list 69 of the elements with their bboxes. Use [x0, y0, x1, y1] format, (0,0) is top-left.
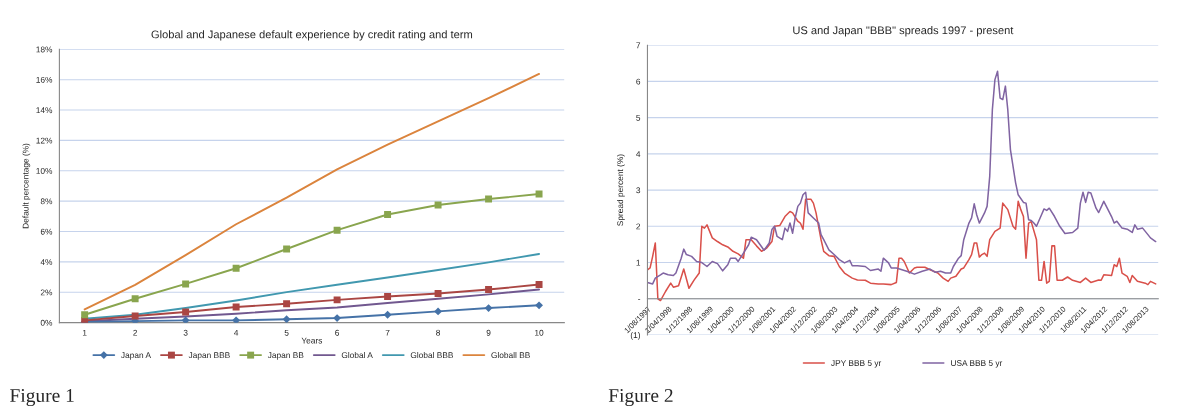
- point: [384, 293, 392, 300]
- point: [282, 315, 291, 323]
- y-tick-label: 8%: [40, 198, 53, 205]
- y-tick-label: 5: [636, 114, 641, 121]
- x-tick-label: 10: [535, 329, 544, 336]
- x-tick-label: 6: [335, 329, 340, 336]
- point: [383, 310, 392, 319]
- y-tick-label: 18%: [36, 46, 53, 53]
- y-tick-label: 10%: [36, 167, 53, 174]
- point: [232, 316, 241, 323]
- point: [181, 316, 190, 323]
- point: [333, 314, 342, 323]
- caption: Figure 1: [10, 389, 74, 407]
- y-tick-label: 14%: [36, 107, 53, 114]
- point: [485, 195, 493, 203]
- legend-label: Global BBB: [410, 352, 453, 359]
- point: [384, 211, 392, 218]
- x-tick-label: 4: [233, 329, 239, 336]
- y-tick-label: 16%: [36, 76, 53, 83]
- point: [333, 296, 341, 304]
- y-tick-label: 2: [636, 223, 641, 230]
- caption: Figure 2: [608, 389, 673, 407]
- x-tick-label: 9: [486, 329, 491, 336]
- legend-label: Globall BB: [491, 352, 530, 359]
- x-tick-label: 3: [183, 329, 188, 336]
- line-series: [647, 198, 1157, 302]
- y-axis-title: Default percentage (%): [22, 143, 31, 229]
- legend-label: Japan BB: [267, 352, 304, 360]
- legend-label: USA BBB 5 yr: [951, 360, 1003, 368]
- y-tick-label: 2%: [40, 289, 53, 296]
- x-tick-label: 2: [133, 329, 138, 336]
- x-tick-label: 7: [385, 329, 390, 336]
- legend-label: Japan A: [121, 352, 151, 360]
- point: [131, 295, 139, 303]
- y-tick-label: 4%: [40, 259, 53, 265]
- y-tick-label: (1): [630, 331, 640, 340]
- line-series: [647, 70, 1157, 285]
- x-tick-label: 5: [284, 329, 289, 336]
- y-tick-label: 6%: [40, 228, 53, 235]
- point: [535, 281, 543, 288]
- point: [333, 226, 341, 234]
- y-tick-label: 12%: [36, 137, 53, 144]
- point: [535, 301, 543, 310]
- y-tick-label: 1: [636, 259, 641, 266]
- chart-title: US and Japan "BBB" spreads 1997 - present: [793, 26, 1014, 37]
- point: [131, 312, 139, 320]
- y-axis-title: Spread percent (%): [617, 154, 625, 226]
- x-tick-label: 8: [436, 329, 441, 336]
- point: [232, 264, 240, 272]
- legend-label: Japan BBB: [188, 352, 230, 360]
- y-tick-label: -: [638, 299, 641, 300]
- point: [283, 300, 291, 308]
- point: [434, 307, 442, 316]
- chart-title: Global and Japanese default experience by credit rating and term: [151, 30, 473, 41]
- y-tick-label: 6: [636, 78, 641, 85]
- point: [484, 304, 493, 312]
- x-axis-title: Years: [301, 337, 323, 344]
- point: [485, 286, 493, 294]
- y-tick-label: 3: [636, 187, 641, 194]
- x-tick-label: 1: [82, 329, 87, 336]
- y-tick-label: 4: [636, 151, 641, 157]
- point: [81, 311, 89, 319]
- y-tick-label: 0%: [40, 319, 53, 326]
- y-tick-label: 7: [636, 42, 641, 49]
- legend-label: Global A: [341, 352, 373, 359]
- point: [182, 280, 190, 288]
- point: [434, 201, 442, 209]
- legend-label: JPY BBB 5 yr: [831, 360, 882, 368]
- point: [434, 290, 442, 297]
